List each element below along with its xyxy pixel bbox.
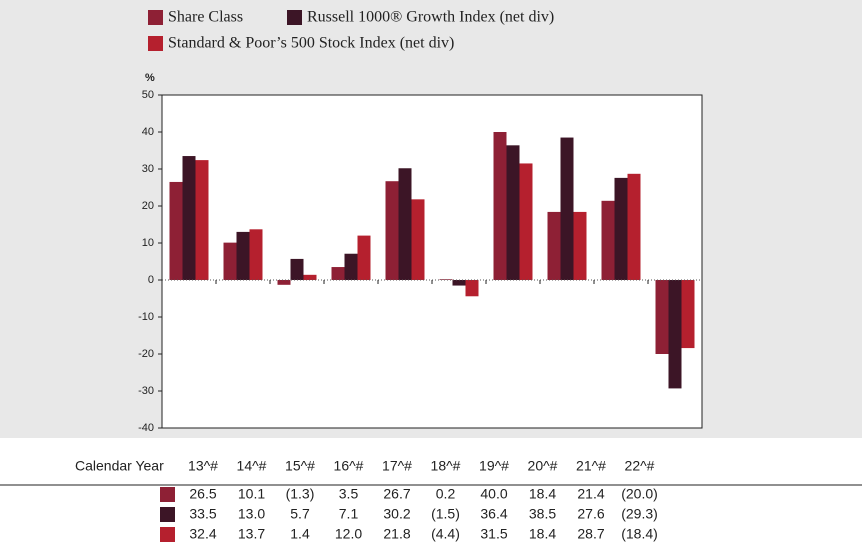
bar <box>452 280 466 286</box>
y-tick-label: 30 <box>142 163 154 175</box>
table-cell: (1.3) <box>286 486 315 502</box>
table-cell: 5.7 <box>290 506 310 522</box>
table-cell: 21.8 <box>383 526 410 542</box>
bar <box>303 274 317 280</box>
table-cell: 21.4 <box>577 486 604 502</box>
table-swatch <box>160 507 175 522</box>
bar <box>277 280 291 285</box>
table-swatch <box>160 527 175 542</box>
bar <box>506 145 520 280</box>
y-tick-label: -30 <box>138 385 154 397</box>
table-column-header: 17^# <box>382 458 412 474</box>
y-tick-label: -10 <box>138 311 154 323</box>
bar <box>344 253 358 280</box>
bar <box>655 280 669 354</box>
table-cell: 0.2 <box>436 486 456 502</box>
table-column-header: 16^# <box>334 458 364 474</box>
bar <box>357 235 371 280</box>
bar <box>398 168 412 280</box>
bar <box>601 200 615 280</box>
table-cell: (4.4) <box>431 526 460 542</box>
table-column-header: 18^# <box>431 458 461 474</box>
bar <box>195 160 209 280</box>
bar <box>519 163 533 280</box>
legend-swatch <box>148 10 163 25</box>
bar <box>614 177 628 280</box>
table-cell: 31.5 <box>480 526 507 542</box>
table-cell: (1.5) <box>431 506 460 522</box>
bar <box>439 279 453 280</box>
bar <box>465 280 479 297</box>
table-cell: 12.0 <box>335 526 362 542</box>
table-cell: 38.5 <box>529 506 556 522</box>
y-tick-label: 50 <box>142 89 154 101</box>
bar <box>290 258 304 280</box>
table-column-header: 21^# <box>576 458 606 474</box>
bar <box>681 280 695 349</box>
table-cell: (18.4) <box>621 526 658 542</box>
bar <box>560 137 574 280</box>
table-column-header: 14^# <box>237 458 267 474</box>
table-column-header: 19^# <box>479 458 509 474</box>
table-cell: 26.5 <box>189 486 216 502</box>
y-tick-label: 20 <box>142 200 154 212</box>
table-cell: (29.3) <box>621 506 658 522</box>
table-cell: 18.4 <box>529 526 556 542</box>
bar <box>249 229 263 280</box>
table-cell: 1.4 <box>290 526 310 542</box>
table-column-header: 15^# <box>285 458 315 474</box>
table-cell: 27.6 <box>577 506 604 522</box>
legend-swatch <box>287 10 302 25</box>
y-tick-label: 40 <box>142 126 154 138</box>
bar <box>547 211 561 280</box>
table-header-label: Calendar Year <box>75 458 164 474</box>
bar <box>493 132 507 280</box>
table-cell: (20.0) <box>621 486 658 502</box>
table-cell: 40.0 <box>480 486 507 502</box>
table-column-header: 13^# <box>188 458 218 474</box>
bar <box>169 181 183 280</box>
bar <box>385 181 399 280</box>
table-cell: 33.5 <box>189 506 216 522</box>
y-tick-label: 0 <box>148 274 154 286</box>
table-cell: 3.5 <box>339 486 359 502</box>
bar <box>236 231 250 280</box>
table-column-header: 22^# <box>625 458 655 474</box>
bar <box>411 199 425 280</box>
bar <box>331 267 345 280</box>
bar <box>668 280 682 389</box>
table-cell: 18.4 <box>529 486 556 502</box>
y-tick-label: -20 <box>138 348 154 360</box>
table-cell: 7.1 <box>339 506 359 522</box>
legend-label: Share Class <box>168 9 243 26</box>
table-column-header: 20^# <box>528 458 558 474</box>
y-axis-label: % <box>145 72 155 84</box>
legend-label: Russell 1000® Growth Index (net div) <box>307 9 554 26</box>
bar <box>573 211 587 280</box>
table-cell: 10.1 <box>238 486 265 502</box>
table-cell: 13.0 <box>238 506 265 522</box>
table-cell: 30.2 <box>383 506 410 522</box>
legend-swatch <box>148 36 163 51</box>
bar <box>627 173 641 280</box>
table-cell: 28.7 <box>577 526 604 542</box>
bar <box>223 242 237 280</box>
legend-label: Standard & Poor’s 500 Stock Index (net d… <box>168 35 454 52</box>
table-cell: 26.7 <box>383 486 410 502</box>
y-tick-label: -40 <box>138 422 154 434</box>
table-cell: 36.4 <box>480 506 507 522</box>
table-cell: 13.7 <box>238 526 265 542</box>
bar <box>182 156 196 280</box>
table-cell: 32.4 <box>189 526 216 542</box>
y-tick-label: 10 <box>142 237 154 249</box>
table-swatch <box>160 487 175 502</box>
